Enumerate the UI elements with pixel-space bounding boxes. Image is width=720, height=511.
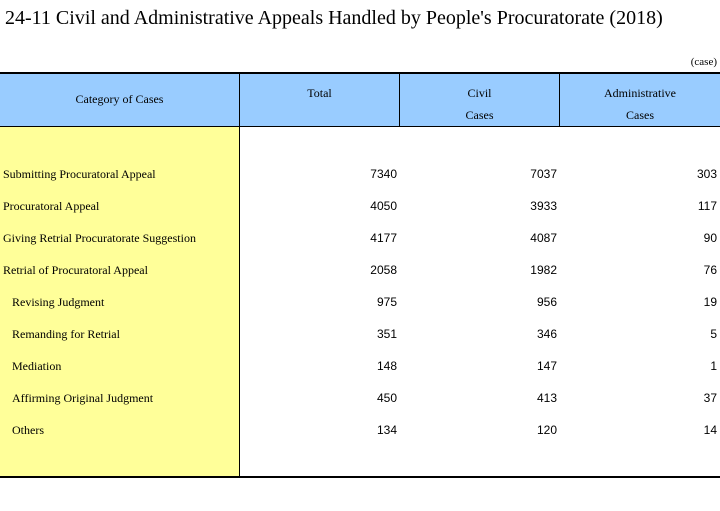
total-value: 351 (376, 327, 397, 341)
total-value: 134 (376, 423, 397, 437)
page-title: 24-11 Civil and Administrative Appeals H… (5, 7, 663, 29)
civil-value: 3933 (530, 199, 557, 213)
table-top-border (0, 72, 720, 74)
civil-value: 4087 (530, 231, 557, 245)
table-row: Revising Judgment 975 956 19 (0, 286, 720, 318)
column-divider (399, 74, 400, 126)
table-row: Procuratoral Appeal 4050 3933 117 (0, 190, 720, 222)
civil-value: 1982 (530, 263, 557, 277)
table-row: Submitting Procuratoral Appeal 7340 7037… (0, 158, 720, 190)
table-row: Others 134 120 14 (0, 414, 720, 446)
header-civil-label-line2: Cases (465, 108, 494, 122)
admin-value: 76 (703, 263, 717, 277)
data-table: Category of Cases Total Civil Cases Admi… (0, 72, 720, 478)
row-label: Retrial of Procuratoral Appeal (3, 263, 148, 277)
row-label: Mediation (12, 359, 62, 373)
table-row: Remanding for Retrial 351 346 5 (0, 318, 720, 350)
total-value: 450 (376, 391, 397, 405)
admin-value: 117 (697, 199, 717, 213)
civil-value: 147 (536, 359, 557, 373)
header-admin-label-line1: Administrative (604, 86, 676, 100)
header-category-label: Category of Cases (75, 92, 164, 106)
table-row: Giving Retrial Procuratorate Suggestion … (0, 222, 720, 254)
category-column-background (0, 127, 239, 476)
header-total: Total (240, 82, 399, 104)
admin-value: 37 (703, 391, 717, 405)
civil-value: 346 (536, 327, 557, 341)
row-label: Procuratoral Appeal (3, 199, 100, 213)
row-label: Submitting Procuratoral Appeal (3, 167, 156, 181)
table-row: Mediation 148 147 1 (0, 350, 720, 382)
row-label: Remanding for Retrial (12, 327, 120, 341)
total-value: 148 (376, 359, 397, 373)
admin-value: 90 (703, 231, 717, 245)
table-row: Affirming Original Judgment 450 413 37 (0, 382, 720, 414)
row-label: Affirming Original Judgment (12, 391, 154, 405)
civil-value: 413 (536, 391, 557, 405)
header-category: Category of Cases (0, 88, 239, 110)
unit-label: (case) (690, 56, 717, 68)
header-admin-label-line2: Cases (626, 108, 654, 122)
civil-value: 956 (536, 295, 557, 309)
total-value: 4050 (370, 199, 397, 213)
admin-value: 19 (703, 295, 717, 309)
header-total-label: Total (307, 86, 332, 100)
civil-value: 7037 (530, 167, 557, 181)
row-label: Giving Retrial Procuratorate Suggestion (3, 231, 196, 245)
row-label: Others (12, 423, 44, 437)
admin-value: 5 (710, 327, 717, 341)
admin-value: 1 (710, 359, 717, 373)
header-civil-label-line1: Civil (467, 86, 492, 100)
civil-value: 120 (536, 423, 557, 437)
column-divider (559, 74, 560, 126)
header-civil: Civil Cases (400, 82, 559, 126)
total-value: 4177 (370, 231, 397, 245)
header-administrative: Administrative Cases (560, 82, 720, 126)
table-bottom-border (0, 476, 720, 478)
table-header (0, 74, 720, 126)
row-label: Revising Judgment (12, 295, 105, 309)
admin-value: 14 (703, 423, 717, 437)
total-value: 7340 (370, 167, 397, 181)
admin-value: 303 (696, 167, 717, 181)
total-value: 975 (376, 295, 397, 309)
header-separator (0, 126, 720, 127)
table-row: Retrial of Procuratoral Appeal 2058 1982… (0, 254, 720, 286)
column-divider (239, 74, 240, 476)
total-value: 2058 (370, 263, 397, 277)
